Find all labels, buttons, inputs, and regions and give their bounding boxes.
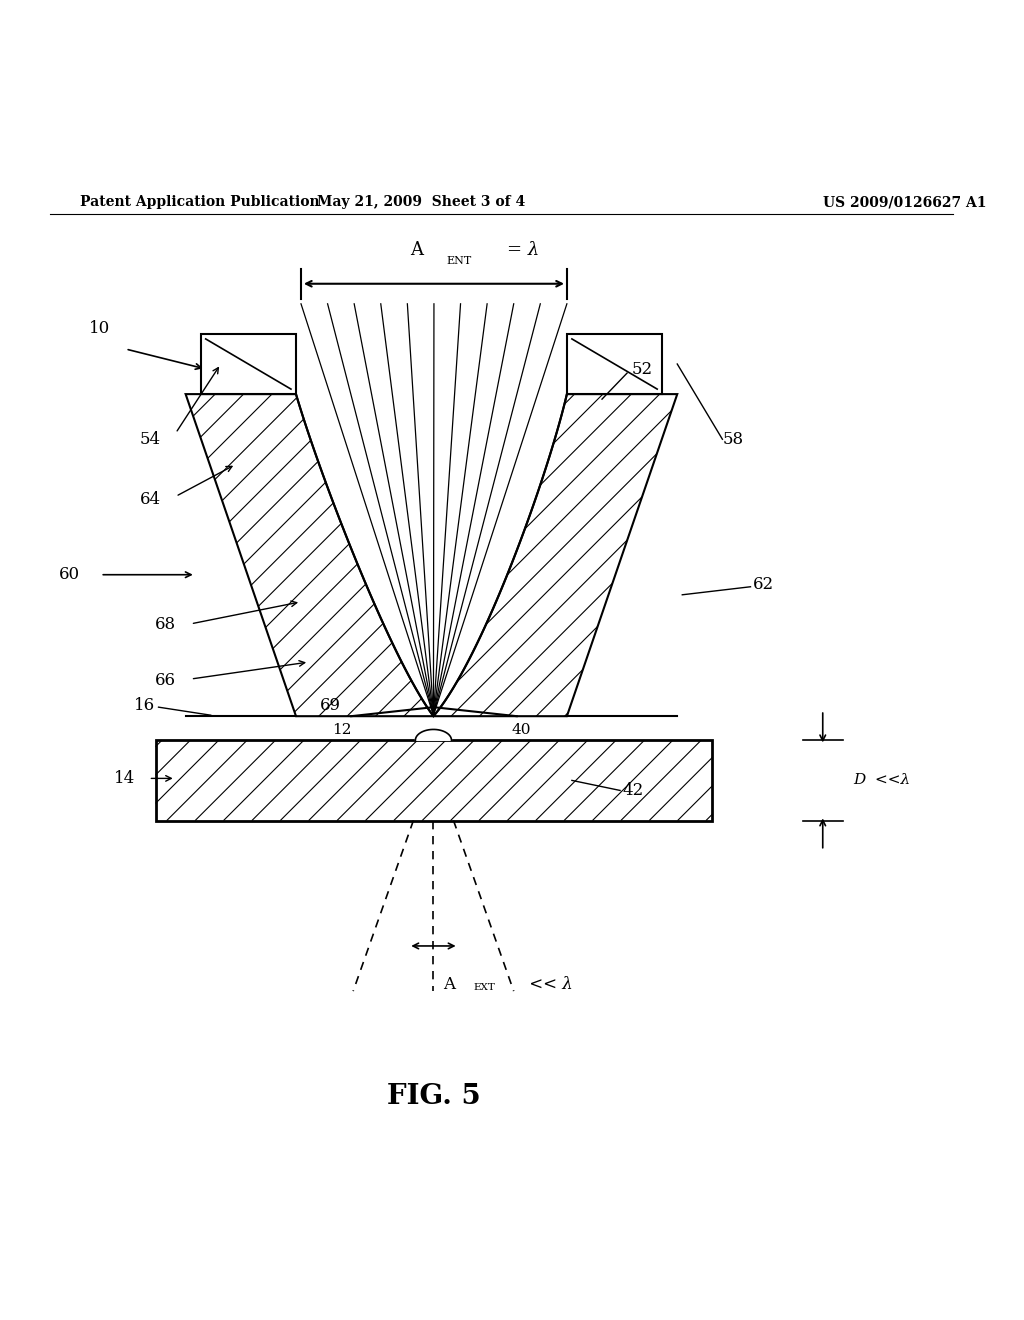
Text: 42: 42	[622, 781, 643, 799]
Text: 54: 54	[139, 430, 161, 447]
Text: 16: 16	[134, 697, 156, 714]
Text: US 2009/0126627 A1: US 2009/0126627 A1	[822, 195, 986, 210]
Text: Patent Application Publication: Patent Application Publication	[80, 195, 319, 210]
Text: ENT: ENT	[446, 256, 472, 265]
Text: 10: 10	[89, 321, 111, 338]
Text: 52: 52	[632, 360, 653, 378]
Text: A: A	[443, 975, 456, 993]
Text: 69: 69	[321, 697, 341, 714]
Text: << λ: << λ	[523, 975, 572, 993]
Text: = λ: = λ	[507, 240, 539, 259]
Text: A: A	[410, 240, 423, 259]
Text: 68: 68	[155, 616, 175, 634]
Text: 14: 14	[115, 770, 135, 787]
Text: May 21, 2009  Sheet 3 of 4: May 21, 2009 Sheet 3 of 4	[317, 195, 525, 210]
Text: 58: 58	[722, 430, 743, 447]
Polygon shape	[416, 730, 452, 741]
Text: 64: 64	[139, 491, 161, 508]
Text: 66: 66	[155, 672, 175, 689]
Text: 60: 60	[59, 566, 80, 583]
Text: FIG. 5: FIG. 5	[387, 1082, 480, 1110]
Text: 62: 62	[753, 577, 774, 593]
Text: 12: 12	[332, 723, 351, 737]
Text: D  <<λ: D <<λ	[853, 774, 910, 788]
Text: 40: 40	[512, 723, 531, 737]
Text: EXT: EXT	[473, 983, 496, 993]
